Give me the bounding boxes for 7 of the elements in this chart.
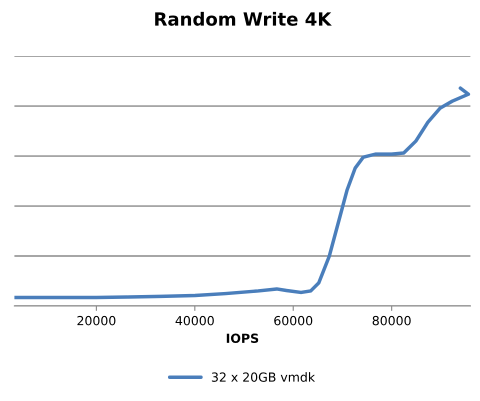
x-axis-title: IOPS: [226, 334, 258, 344]
x-tick-label: 20000: [77, 316, 116, 326]
legend-label: 32 x 20GB vmdk: [212, 372, 316, 382]
chart-title: Random Write 4K: [155, 12, 332, 26]
x-tick-label: 80000: [372, 316, 411, 326]
x-tick-label: 40000: [176, 316, 214, 326]
x-tick-label: 60000: [274, 316, 312, 326]
